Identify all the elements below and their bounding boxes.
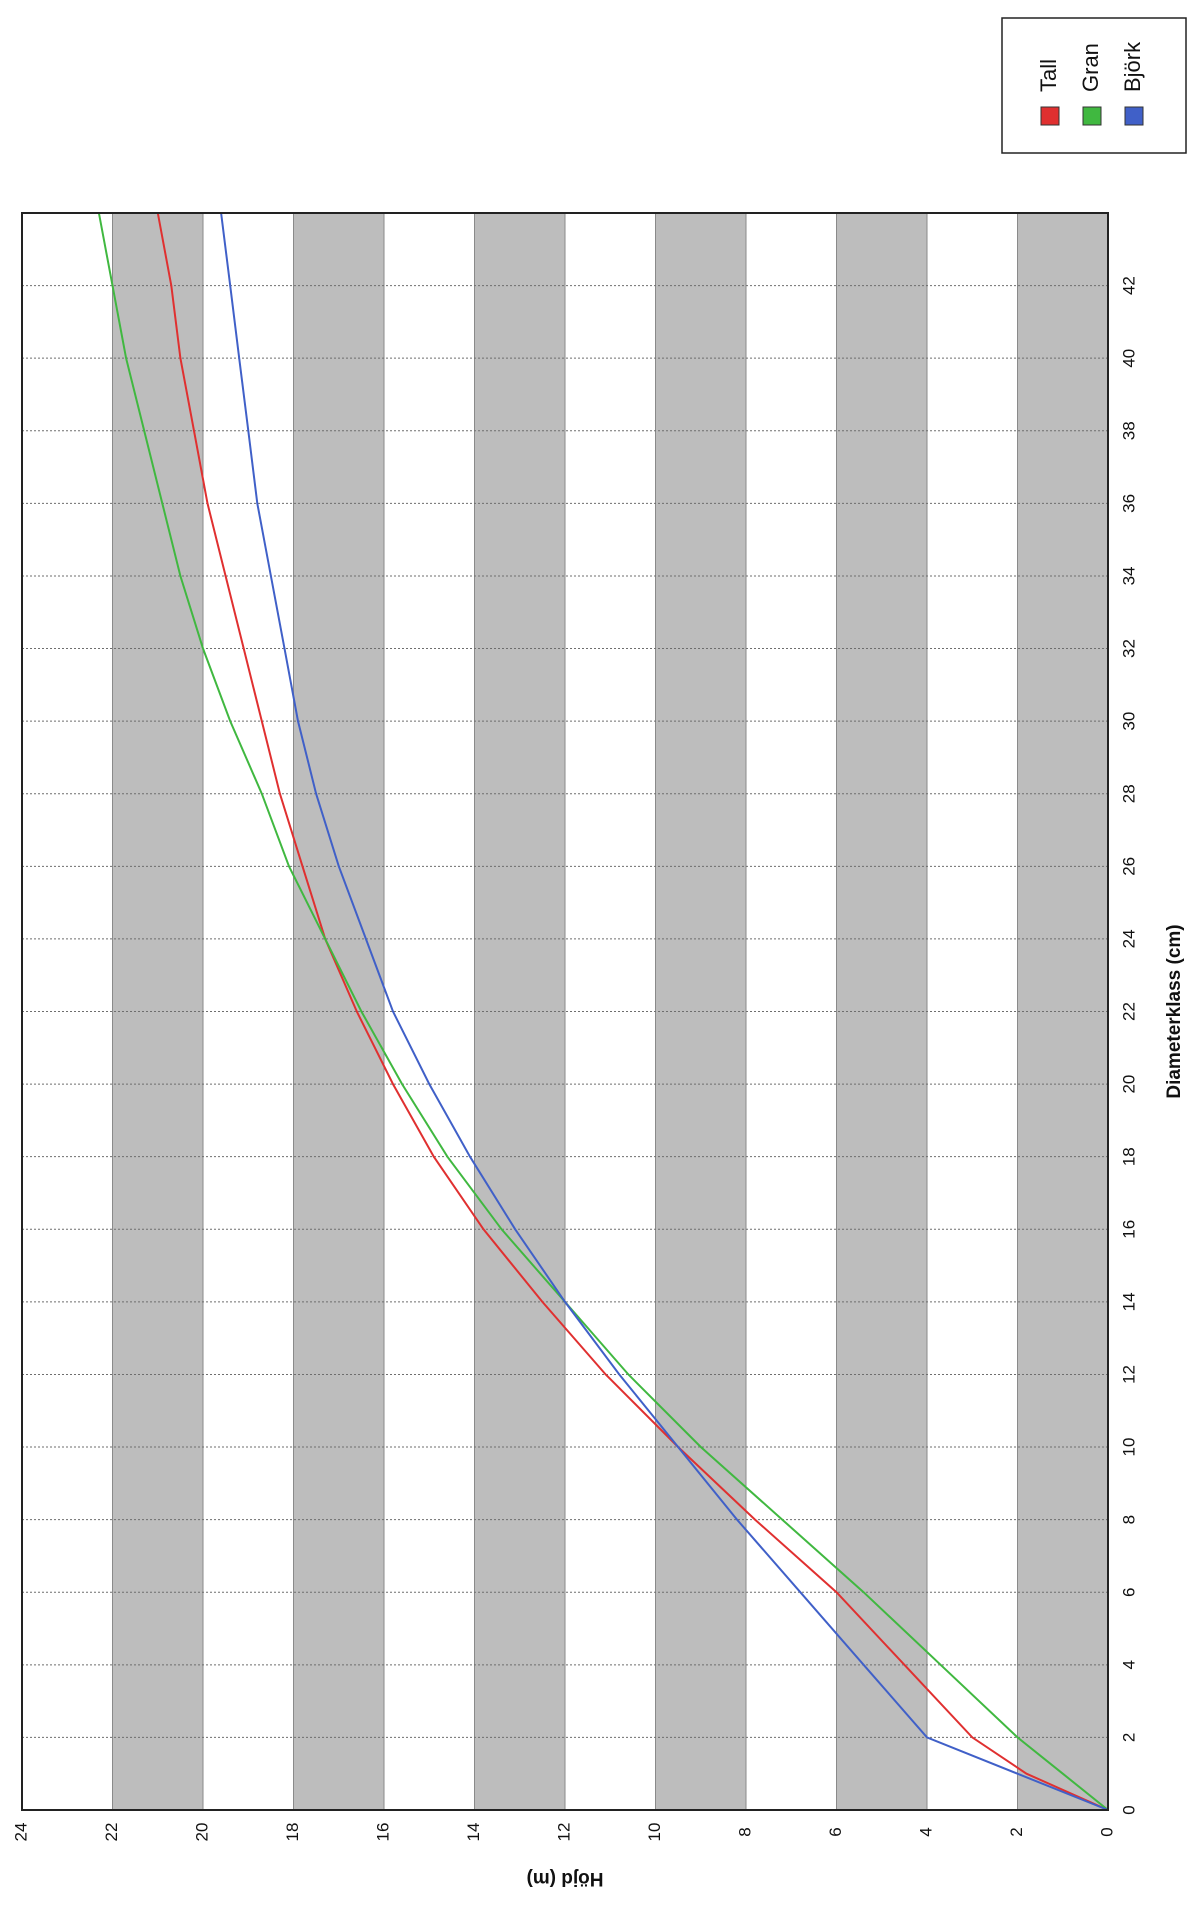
x-tick-label: 12 bbox=[1119, 1365, 1138, 1384]
y-tick-label: 22 bbox=[102, 1823, 121, 1842]
x-tick-label: 28 bbox=[1119, 784, 1138, 803]
x-tick-label: 10 bbox=[1119, 1438, 1138, 1457]
y-tick-label: 24 bbox=[11, 1823, 30, 1842]
x-tick-label: 14 bbox=[1119, 1292, 1138, 1311]
x-tick-label: 16 bbox=[1119, 1220, 1138, 1239]
legend-swatch-tall bbox=[1040, 106, 1060, 126]
x-tick-label: 26 bbox=[1119, 857, 1138, 876]
x-tick-label: 2 bbox=[1119, 1733, 1138, 1742]
x-axis-title: Diameterklass (cm) bbox=[1164, 924, 1185, 1098]
legend-swatch-björk bbox=[1124, 106, 1144, 126]
legend-box bbox=[1001, 17, 1187, 154]
x-tick-label: 20 bbox=[1119, 1075, 1138, 1094]
x-tick-label: 8 bbox=[1119, 1515, 1138, 1524]
x-tick-label: 34 bbox=[1119, 566, 1138, 585]
x-tick-label: 18 bbox=[1119, 1147, 1138, 1166]
y-tick-label: 12 bbox=[554, 1823, 573, 1842]
x-tick-label: 42 bbox=[1119, 276, 1138, 295]
series-line-björk bbox=[220, 212, 1109, 1811]
legend-label-gran: Gran bbox=[1078, 43, 1103, 92]
x-tick-label: 38 bbox=[1119, 421, 1138, 440]
x-tick-label: 22 bbox=[1119, 1002, 1138, 1021]
y-tick-label: 10 bbox=[645, 1823, 664, 1842]
series-line-gran bbox=[97, 212, 1109, 1811]
y-tick-label: 2 bbox=[1007, 1827, 1026, 1836]
y-tick-label: 8 bbox=[735, 1827, 754, 1836]
series-line-tall bbox=[156, 212, 1109, 1811]
x-tick-label: 36 bbox=[1119, 494, 1138, 513]
x-tick-label: 30 bbox=[1119, 712, 1138, 731]
tick-labels: 0246810121416182022242628303234363840420… bbox=[11, 276, 1138, 1841]
y-tick-label: 6 bbox=[826, 1827, 845, 1836]
legend-label-björk: Björk bbox=[1120, 41, 1145, 92]
x-tick-label: 24 bbox=[1119, 929, 1138, 948]
legend-swatch-gran bbox=[1082, 106, 1102, 126]
y-tick-label: 0 bbox=[1097, 1827, 1116, 1836]
legend: Tall Gran Björk bbox=[1001, 17, 1187, 154]
y-tick-label: 16 bbox=[373, 1823, 392, 1842]
x-tick-label: 4 bbox=[1119, 1660, 1138, 1669]
y-tick-label: 20 bbox=[192, 1823, 211, 1842]
y-tick-label: 18 bbox=[283, 1823, 302, 1842]
y-tick-label: 4 bbox=[916, 1827, 935, 1836]
plot-area bbox=[21, 212, 1109, 1811]
x-tick-label: 32 bbox=[1119, 639, 1138, 658]
x-tick-label: 40 bbox=[1119, 349, 1138, 368]
legend-label-tall: Tall bbox=[1036, 59, 1061, 92]
background-band bbox=[655, 213, 746, 1810]
y-tick-label: 14 bbox=[464, 1823, 483, 1842]
plot-frame bbox=[21, 212, 1109, 1811]
x-tick-label: 0 bbox=[1119, 1805, 1138, 1814]
y-axis-title: Höjd (m) bbox=[526, 1868, 603, 1889]
x-tick-label: 6 bbox=[1119, 1587, 1138, 1596]
